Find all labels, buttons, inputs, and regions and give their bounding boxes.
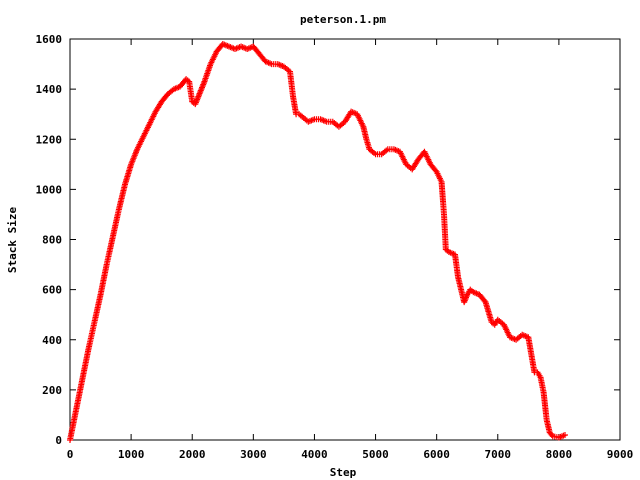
x-tick-label: 8000 bbox=[546, 448, 573, 461]
x-tick-label: 4000 bbox=[301, 448, 328, 461]
x-axis-label: Step bbox=[330, 466, 357, 479]
y-axis-label: Stack Size bbox=[6, 207, 19, 274]
plot-frame bbox=[69, 38, 621, 441]
y-tick-label: 1200 bbox=[36, 133, 63, 146]
data-points bbox=[67, 41, 568, 443]
y-tick-label: 600 bbox=[42, 284, 62, 297]
y-tick-label: 400 bbox=[42, 334, 62, 347]
y-tick-label: 0 bbox=[55, 434, 62, 447]
y-tick-label: 1400 bbox=[36, 83, 63, 96]
x-tick-label: 6000 bbox=[423, 448, 450, 461]
x-tick-label: 7000 bbox=[485, 448, 512, 461]
data-point bbox=[562, 431, 568, 438]
x-tick-label: 2000 bbox=[179, 448, 206, 461]
y-tick-label: 200 bbox=[42, 384, 62, 397]
chart-title: peterson.1.pm bbox=[300, 13, 386, 26]
axis-ticks: 0 1000 2000 3000 4000 5000 6000 7000 8000 9000 0 20… bbox=[36, 33, 634, 461]
y-tick-label: 1000 bbox=[36, 183, 63, 196]
y-tick-label: 1600 bbox=[36, 33, 63, 46]
y-tick-label: 800 bbox=[42, 234, 62, 247]
data-point bbox=[548, 431, 555, 438]
x-tick-label: 1000 bbox=[118, 448, 145, 461]
x-tick-label: 9000 bbox=[607, 448, 634, 461]
x-tick-label: 0 bbox=[67, 448, 74, 461]
x-tick-label: 3000 bbox=[240, 448, 267, 461]
x-tick-label: 5000 bbox=[362, 448, 389, 461]
